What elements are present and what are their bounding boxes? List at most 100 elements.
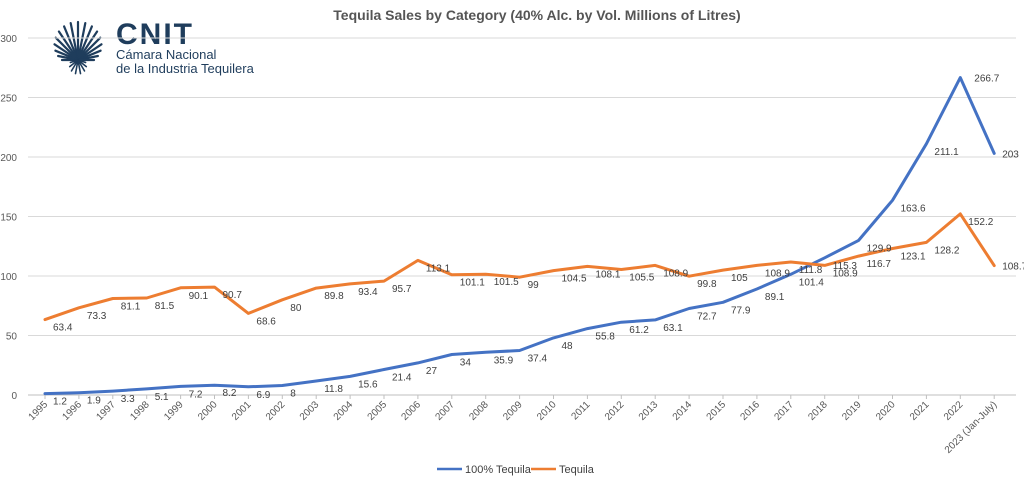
x-tick-label: 2003 xyxy=(298,399,322,423)
data-label-tequila: 108.9 xyxy=(833,268,858,279)
x-tick-label: 2019 xyxy=(840,399,864,423)
data-label-100-tequila: 129.9 xyxy=(867,243,892,254)
x-tick-label: 2004 xyxy=(332,399,356,423)
legend-100-tequila-label: 100% Tequila xyxy=(465,464,532,476)
x-tick-label: 2018 xyxy=(806,399,830,423)
data-label-100-tequila: 35.9 xyxy=(494,355,514,366)
logo-name: CNIT xyxy=(116,18,194,51)
x-tick-label: 2005 xyxy=(366,399,390,423)
x-tick-label: 2011 xyxy=(570,399,593,422)
series-100-tequila-line xyxy=(43,76,996,396)
data-label-100-tequila: 72.7 xyxy=(697,312,717,323)
data-label-tequila: 105 xyxy=(731,273,748,284)
data-label-tequila: 93.4 xyxy=(358,287,378,298)
x-tick-label: 2000 xyxy=(196,399,220,423)
data-label-100-tequila: 101.4 xyxy=(799,277,824,288)
data-label-100-tequila: 55.8 xyxy=(595,332,615,343)
y-tick-label: 50 xyxy=(6,332,18,343)
x-tick-label: 2009 xyxy=(501,399,525,423)
agave-leaf xyxy=(62,25,80,62)
data-label-100-tequila: 77.9 xyxy=(731,305,751,316)
data-label-tequila: 101.1 xyxy=(460,278,485,289)
agave-leaf xyxy=(57,30,80,62)
x-tick-label: 2016 xyxy=(739,399,763,423)
agave-leaf xyxy=(76,22,87,62)
y-tick-label: 0 xyxy=(11,391,17,402)
data-label-100-tequila: 63.1 xyxy=(663,323,683,334)
data-label-tequila: 113.1 xyxy=(426,263,451,274)
data-label-tequila: 99.8 xyxy=(697,279,717,290)
data-label-100-tequila: 61.2 xyxy=(629,325,649,336)
grid-lines xyxy=(28,37,1016,396)
agave-leaf xyxy=(77,59,82,75)
data-label-100-tequila: 3.3 xyxy=(121,394,135,405)
data-label-tequila: 111.8 xyxy=(799,265,823,276)
x-tick-label: 2017 xyxy=(772,399,796,423)
data-labels: 1.2 1.9 3.3 5.1 7.2 8.2 6.9 8 11.8 15.6 21.4 27 34 35… xyxy=(53,74,1024,408)
x-tick-label: 2021 xyxy=(908,399,932,423)
chart-title: Tequila Sales by Category (40% Alc. by V… xyxy=(333,7,740,23)
data-label-100-tequila: 1.2 xyxy=(53,397,67,408)
y-tick-label: 200 xyxy=(0,153,17,164)
data-label-tequila: 108.1 xyxy=(595,269,620,280)
data-label-tequila: 68.6 xyxy=(256,316,276,327)
data-label-tequila: 128.2 xyxy=(934,245,959,256)
data-label-tequila: 81.5 xyxy=(155,301,175,312)
data-label-tequila: 63.4 xyxy=(53,323,73,334)
x-tick-label: 2020 xyxy=(874,399,898,423)
agave-icon xyxy=(53,20,103,75)
data-label-100-tequila: 27 xyxy=(426,366,438,377)
x-tick-label: 2008 xyxy=(467,399,491,423)
x-tick-label: 2014 xyxy=(671,399,695,423)
data-label-tequila: 108.9 xyxy=(663,268,688,279)
data-label-100-tequila: 8 xyxy=(290,389,296,400)
data-label-100-tequila: 5.1 xyxy=(155,392,169,403)
data-label-tequila: 104.5 xyxy=(562,274,587,285)
data-label-tequila: 80 xyxy=(290,303,302,314)
data-label-100-tequila: 37.4 xyxy=(528,354,548,365)
agave-leaf xyxy=(76,30,99,62)
data-label-tequila: 108.7 xyxy=(1002,262,1024,273)
data-label-100-tequila: 8.2 xyxy=(223,388,237,399)
data-label-100-tequila: 48 xyxy=(562,341,574,352)
data-label-100-tequila: 11.8 xyxy=(324,384,343,395)
cnit-logo: CNIT Cámara Nacional de la Industria Teq… xyxy=(53,18,255,76)
data-label-tequila: 90.7 xyxy=(223,290,243,301)
data-label-100-tequila: 34 xyxy=(460,358,472,369)
data-label-tequila: 89.8 xyxy=(324,291,344,302)
x-tick-label: 2015 xyxy=(705,399,729,423)
data-label-tequila: 152.2 xyxy=(968,217,993,228)
y-axis: 0 50 100 150 200 250 300 xyxy=(0,34,17,402)
logo-line-2: de la Industria Tequilera xyxy=(116,61,255,76)
y-tick-label: 150 xyxy=(0,213,17,224)
data-label-100-tequila: 203 xyxy=(1002,149,1019,160)
x-tick-label: 2001 xyxy=(230,399,254,423)
legend: 100% Tequila Tequila xyxy=(437,464,595,476)
data-label-100-tequila: 7.2 xyxy=(189,389,203,400)
y-tick-label: 100 xyxy=(0,272,17,283)
x-tick-label: 2006 xyxy=(400,399,424,423)
data-label-tequila: 73.3 xyxy=(87,311,107,322)
x-axis: 1995 1996 1997 1998 1999 2000 2001 2002 2003 2004… xyxy=(27,395,999,456)
data-label-100-tequila: 266.7 xyxy=(974,74,999,85)
data-label-tequila: 105.5 xyxy=(629,273,654,284)
x-tick-label: 2013 xyxy=(637,399,661,423)
data-label-tequila: 123.1 xyxy=(901,252,926,263)
data-label-tequila: 95.7 xyxy=(392,284,412,295)
data-label-100-tequila: 89.1 xyxy=(765,292,785,303)
data-label-100-tequila: 15.6 xyxy=(358,379,378,390)
x-tick-label: 2007 xyxy=(433,399,457,423)
data-label-100-tequila: 21.4 xyxy=(392,373,412,384)
y-tick-label: 250 xyxy=(0,94,17,105)
series-lines xyxy=(43,76,996,396)
data-label-tequila: 90.1 xyxy=(189,291,209,302)
y-tick-label: 300 xyxy=(0,34,17,45)
x-tick-label: 2002 xyxy=(264,399,288,423)
data-label-100-tequila: 163.6 xyxy=(901,203,926,214)
data-label-100-tequila: 1.9 xyxy=(87,396,101,407)
logo-line-1: Cámara Nacional xyxy=(116,47,217,62)
x-tick-label: 2010 xyxy=(535,399,559,423)
legend-tequila-label: Tequila xyxy=(559,464,595,476)
data-label-tequila: 81.1 xyxy=(121,302,141,313)
